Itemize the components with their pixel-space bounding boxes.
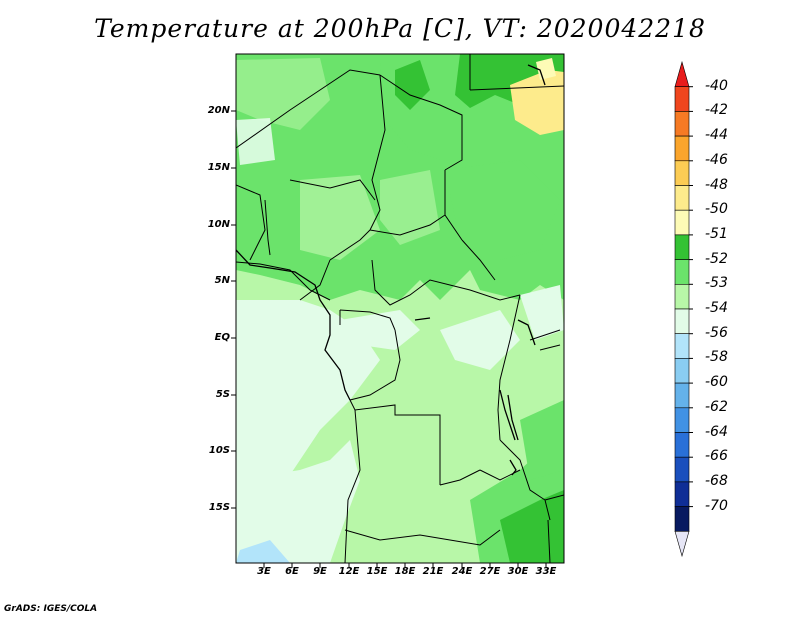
colorbar-swatch [674, 382, 690, 409]
colorbar-label: -42 [705, 102, 728, 119]
lon-label-3e: 3E [257, 566, 271, 577]
colorbar-swatch [674, 111, 690, 137]
colorbar-label: -60 [705, 374, 728, 391]
colorbar-swatch [674, 60, 690, 87]
colorbar-swatch [674, 209, 690, 236]
colorbar-swatch [674, 358, 690, 384]
colorbar-swatch [674, 506, 690, 532]
colorbar-swatch [674, 283, 690, 310]
colorbar-label: -56 [705, 324, 728, 341]
lat-label-20n: 20N [207, 105, 230, 116]
colorbar-label: -62 [705, 398, 728, 415]
colorbar-swatch [674, 308, 690, 335]
colorbar-swatch [674, 86, 690, 112]
colorbar-swatch [674, 259, 690, 285]
colorbar-label: -48 [705, 176, 728, 193]
colorbar-swatch [674, 407, 690, 433]
lon-label-6e: 6E [285, 566, 299, 577]
lon-label-15e: 15E [366, 566, 388, 577]
lon-label-12e: 12E [338, 566, 360, 577]
lat-label-10n: 10N [207, 219, 230, 230]
colorbar-label: -51 [705, 225, 728, 242]
colorbar-label: -46 [705, 151, 728, 168]
lon-label-9e: 9E [313, 566, 327, 577]
colorbar-swatch [674, 333, 690, 359]
colorbar-swatch [674, 481, 690, 507]
latitude-ticks [231, 110, 236, 509]
lon-label-30e: 30E [507, 566, 529, 577]
lat-label-15s: 15S [208, 502, 230, 513]
lat-label-5s: 5S [215, 389, 230, 400]
longitude-ticks [263, 563, 547, 568]
colorbar-swatch [674, 185, 690, 211]
colorbar-swatch [674, 530, 690, 558]
colorbar-label: -70 [705, 497, 728, 514]
temperature-field [236, 54, 564, 563]
colorbar-label: -54 [705, 300, 728, 316]
colorbar-swatch [674, 160, 690, 186]
colorbar-label: -58 [705, 349, 728, 366]
lon-label-27e: 27E [479, 566, 501, 577]
colorbar [674, 60, 693, 558]
lat-label-5n: 5N [214, 275, 230, 286]
lon-label-18e: 18E [394, 566, 416, 577]
lat-label-15n: 15N [207, 162, 230, 173]
colorbar-swatch [674, 456, 690, 483]
colorbar-label: -50 [705, 201, 728, 218]
footer-credit: GrADS: IGES/COLA [4, 604, 98, 614]
lon-label-24e: 24E [451, 566, 473, 577]
map-frame [235, 53, 565, 564]
coastlines [236, 64, 546, 476]
colorbar-label: -68 [705, 472, 728, 489]
lat-label-eq: EQ [214, 332, 230, 343]
map-title: Temperature at 200hPa [C], VT: 202004221… [94, 14, 706, 43]
colorbar-swatch [674, 432, 690, 458]
colorbar-label: -64 [705, 423, 728, 440]
colorbar-swatch [674, 135, 690, 162]
country-borders [236, 54, 564, 563]
colorbar-label: -53 [705, 275, 728, 292]
lon-label-21e: 21E [422, 566, 444, 577]
colorbar-label: -52 [705, 250, 728, 267]
lon-label-33e: 33E [535, 566, 557, 577]
colorbar-label: -44 [705, 127, 728, 144]
colorbar-label: -40 [705, 77, 728, 94]
colorbar-swatch [674, 234, 690, 260]
colorbar-label: -66 [705, 448, 728, 465]
lat-label-10s: 10S [208, 445, 230, 456]
